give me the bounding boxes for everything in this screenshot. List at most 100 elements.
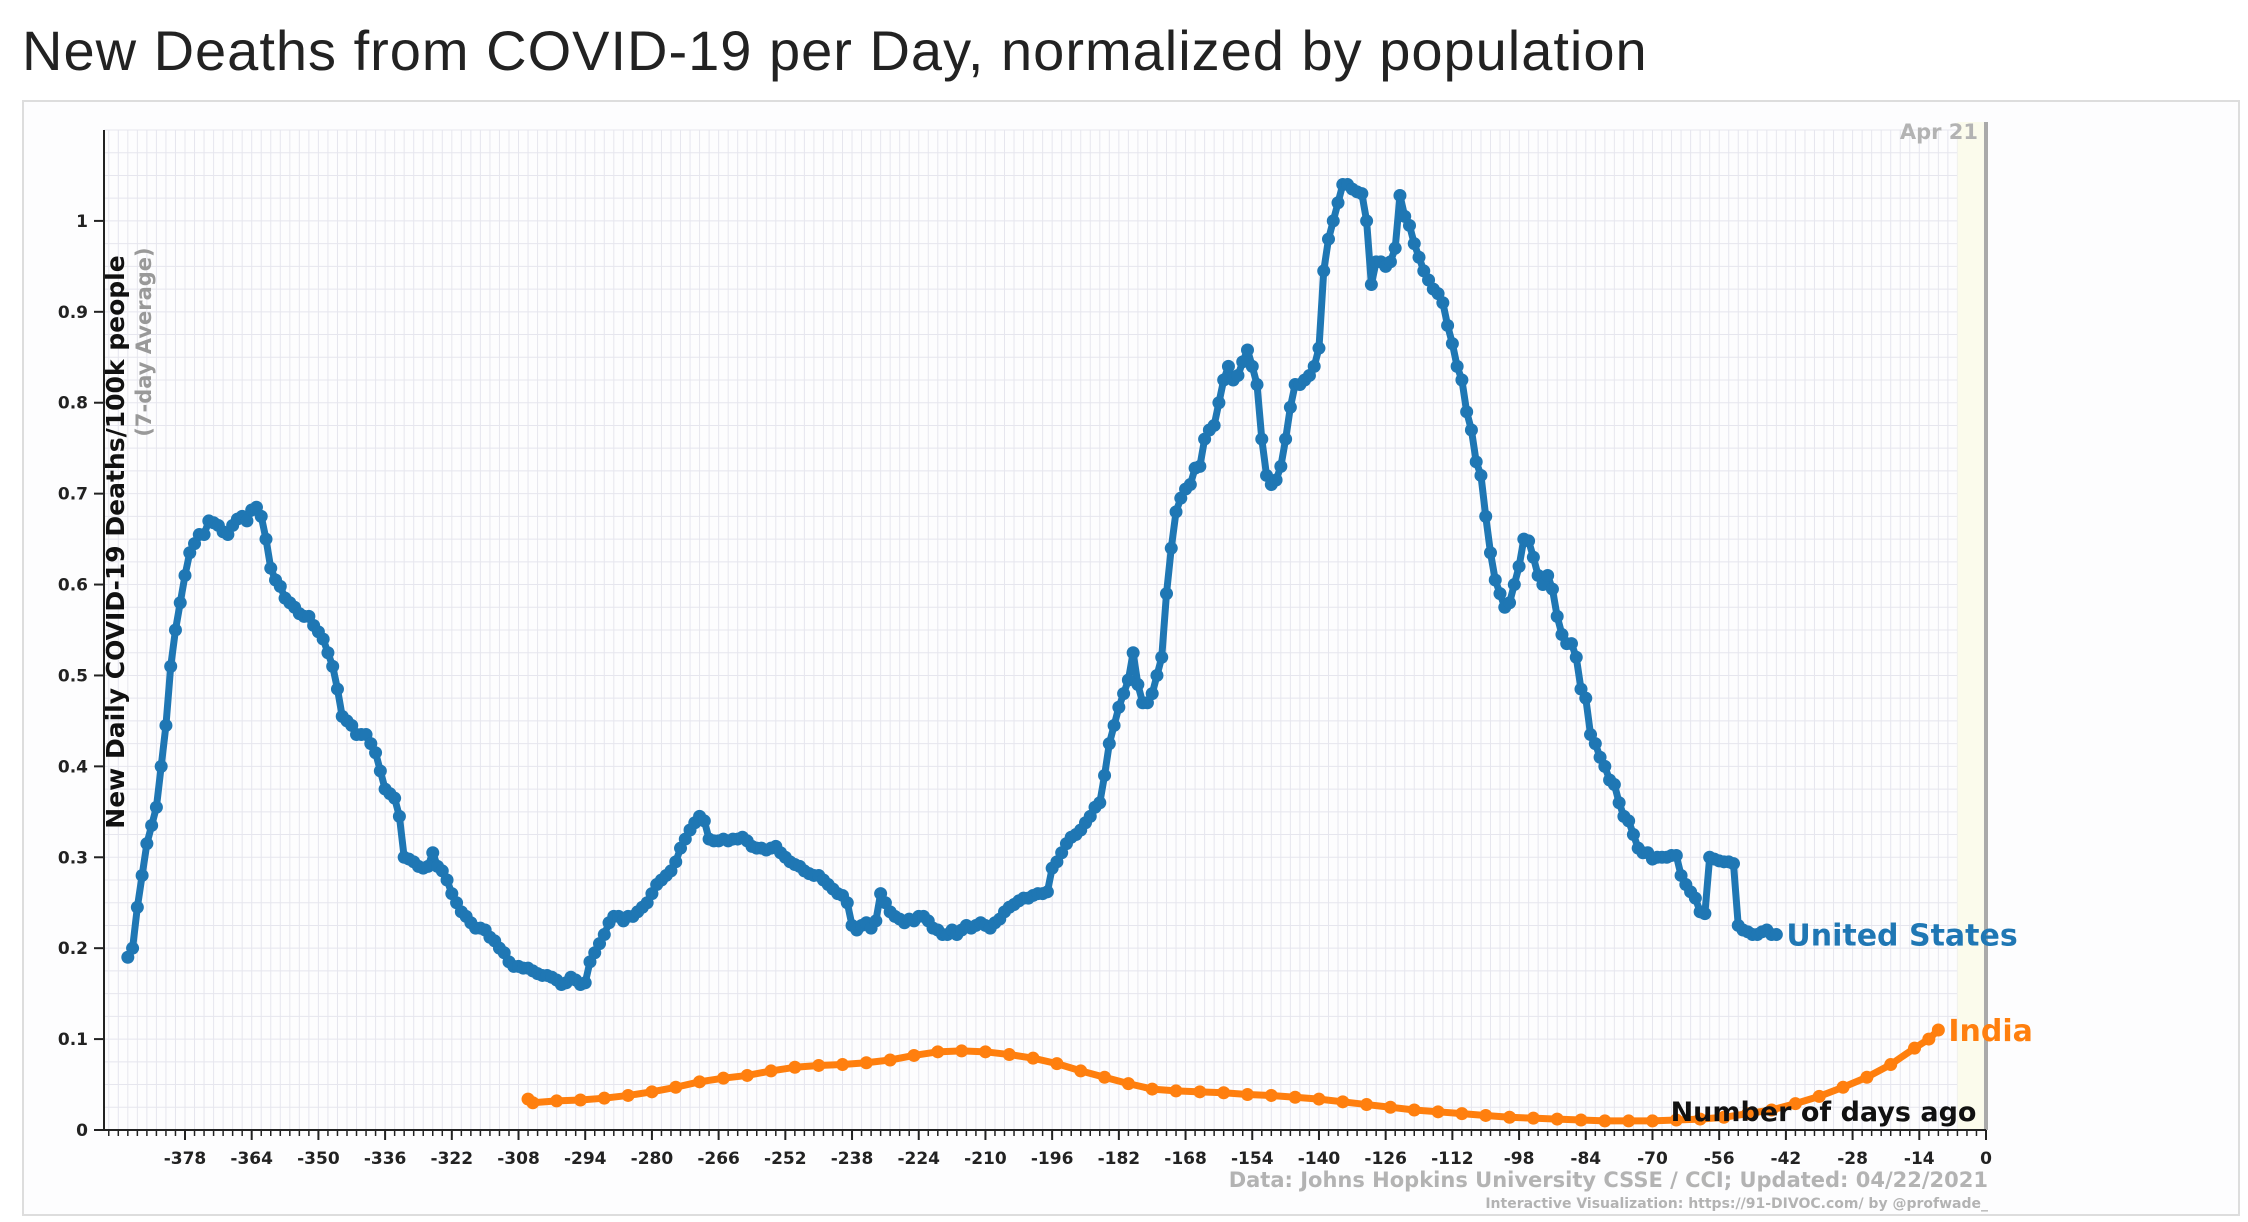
data-point-united-states: [1464, 423, 1478, 437]
data-point-united-states: [316, 632, 330, 646]
data-point-united-states: [1274, 459, 1288, 473]
data-point-india: [1264, 1088, 1278, 1102]
data-point-united-states: [1102, 737, 1116, 751]
data-point-united-states: [840, 896, 854, 910]
x-tick-label: -56: [1704, 1149, 1735, 1169]
data-point-united-states: [1545, 582, 1559, 596]
data-point-united-states: [1726, 857, 1740, 871]
x-tick-label: -182: [1098, 1149, 1141, 1169]
x-tick-label: -14: [1904, 1149, 1935, 1169]
x-axis-title: Number of days ago: [1671, 1097, 1977, 1128]
data-point-united-states: [1131, 678, 1145, 692]
series-united-states: United States: [121, 178, 2018, 992]
data-point-india: [1169, 1084, 1183, 1098]
data-point-united-states: [369, 746, 383, 760]
data-point-india: [1765, 1103, 1779, 1117]
data-point-united-states: [1436, 296, 1450, 310]
data-point-united-states: [1441, 318, 1455, 332]
data-point-united-states: [373, 764, 387, 778]
data-point-united-states: [1326, 214, 1340, 228]
data-point-united-states: [1488, 573, 1502, 587]
data-point-united-states: [1412, 250, 1426, 264]
data-point-united-states: [1217, 373, 1231, 387]
data-point-united-states: [1564, 637, 1578, 651]
data-point-united-states: [140, 837, 154, 851]
data-point-india: [1622, 1114, 1636, 1128]
data-point-india: [1922, 1032, 1936, 1046]
data-point-united-states: [1040, 885, 1054, 899]
data-point-united-states: [1383, 255, 1397, 269]
data-point-united-states: [1093, 796, 1107, 810]
y-tick-label: 0.9: [58, 303, 88, 323]
data-point-united-states: [259, 532, 273, 546]
data-point-united-states: [1450, 359, 1464, 373]
data-point-united-states: [1607, 778, 1621, 792]
x-tick-label: -168: [1164, 1149, 1207, 1169]
data-point-united-states: [1598, 759, 1612, 773]
data-point-united-states: [1360, 214, 1374, 228]
data-point-india: [1860, 1070, 1874, 1084]
data-point-india: [1503, 1110, 1517, 1124]
y-tick-label: 0.7: [58, 485, 88, 505]
data-point-united-states: [1588, 737, 1602, 751]
data-point-united-states: [1193, 459, 1207, 473]
data-point-united-states: [273, 579, 287, 593]
series-india: India: [521, 1014, 2033, 1128]
x-tick-label: -196: [1031, 1149, 1074, 1169]
data-point-united-states: [1098, 768, 1112, 782]
data-point-united-states: [1669, 848, 1683, 862]
data-point-india: [883, 1053, 897, 1067]
y-axis-subtitle: (7-day Average): [132, 247, 156, 436]
data-point-india: [1383, 1100, 1397, 1114]
data-point-united-states: [1407, 237, 1421, 251]
data-point-united-states: [1769, 928, 1783, 942]
data-point-united-states: [388, 791, 402, 805]
data-point-united-states: [1279, 432, 1293, 446]
data-point-united-states: [159, 718, 173, 732]
data-point-india: [1717, 1110, 1731, 1124]
data-point-united-states: [164, 659, 178, 673]
data-point-united-states: [597, 928, 611, 942]
data-point-united-states: [1255, 432, 1269, 446]
data-point-india: [669, 1080, 683, 1094]
data-point-united-states: [240, 514, 254, 528]
data-point-india: [1026, 1051, 1040, 1065]
data-point-united-states: [1393, 188, 1407, 202]
data-point-india: [1193, 1085, 1207, 1099]
x-tick-label: -252: [764, 1149, 807, 1169]
data-point-united-states: [321, 646, 335, 660]
data-point-united-states: [264, 561, 278, 575]
x-tick-label: -112: [1431, 1149, 1474, 1169]
data-point-united-states: [578, 976, 592, 990]
data-point-india: [1336, 1095, 1350, 1109]
data-point-united-states: [1455, 373, 1469, 387]
data-point-india: [1908, 1041, 1922, 1055]
data-point-india: [1526, 1111, 1540, 1125]
data-point-india: [1884, 1058, 1898, 1072]
data-point-india: [1217, 1086, 1231, 1100]
data-point-india: [1121, 1077, 1135, 1091]
data-point-india: [907, 1048, 921, 1062]
data-point-united-states: [1503, 596, 1517, 610]
data-point-india: [978, 1045, 992, 1059]
data-point-united-states: [1331, 196, 1345, 210]
data-point-india: [1312, 1092, 1326, 1106]
data-point-india: [1836, 1080, 1850, 1094]
data-point-united-states: [1622, 814, 1636, 828]
data-point-united-states: [1507, 578, 1521, 592]
x-tick-label: -42: [1771, 1149, 1802, 1169]
data-point-united-states: [1207, 418, 1221, 432]
data-point-india: [1669, 1113, 1683, 1127]
data-point-united-states: [173, 596, 187, 610]
data-point-india: [1098, 1070, 1112, 1084]
data-point-united-states: [1250, 378, 1264, 392]
data-point-united-states: [1698, 907, 1712, 921]
data-point-india: [1407, 1103, 1421, 1117]
data-point-united-states: [1117, 687, 1131, 701]
data-point-united-states: [1550, 609, 1564, 623]
data-point-united-states: [149, 800, 163, 814]
data-point-united-states: [1321, 232, 1335, 246]
x-tick-label: -308: [497, 1149, 540, 1169]
data-point-united-states: [1317, 264, 1331, 278]
data-point-united-states: [1612, 796, 1626, 810]
